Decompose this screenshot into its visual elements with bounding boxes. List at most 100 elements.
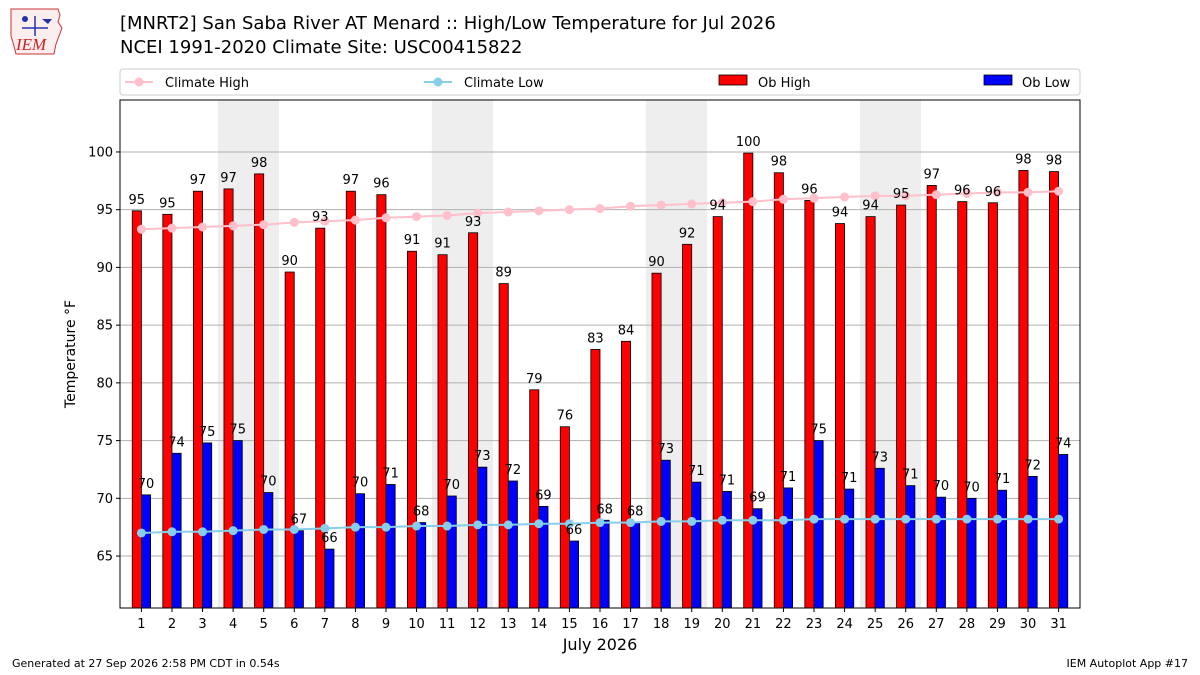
legend-ob-high-label: Ob High [758, 76, 811, 91]
ob-low-bar [997, 489, 1008, 609]
ob-low-bar [477, 466, 488, 609]
ob-high-bar [804, 200, 815, 609]
ob-high-label: 96 [373, 177, 390, 192]
ob-high-label: 89 [495, 266, 512, 281]
climate-low-point [412, 521, 422, 531]
ob-low-label: 66 [321, 531, 338, 546]
climate-high-point [901, 191, 911, 201]
climate-high-point [442, 210, 452, 220]
climate-high-point [778, 194, 788, 204]
ob-high-bar [437, 254, 448, 609]
ob-high-label: 97 [923, 167, 940, 182]
ob-high-label: 90 [281, 254, 298, 269]
ob-low-bar [691, 481, 702, 609]
ob-low-label: 69 [749, 491, 766, 506]
ob-high-label: 91 [434, 237, 451, 252]
ob-high-bar [896, 204, 907, 609]
ob-high-label: 97 [343, 173, 360, 188]
legend-ob-low-swatch [983, 74, 1013, 86]
ob-high-label: 97 [220, 171, 237, 186]
climate-high-point [595, 204, 605, 214]
x-tick-label: 9 [382, 617, 390, 632]
climate-low-point [931, 514, 941, 524]
ob-low-bar [935, 496, 946, 609]
x-tick-label: 31 [1050, 617, 1067, 632]
x-tick-label: 19 [683, 617, 700, 632]
ob-low-bar [569, 540, 579, 609]
climate-high-point [198, 222, 208, 232]
ob-high-label: 97 [190, 173, 207, 188]
ob-low-label: 75 [810, 423, 827, 438]
climate-high-point [534, 206, 544, 216]
climate-high-point [656, 200, 666, 210]
ob-low-bar [844, 488, 855, 609]
x-tick-label: 28 [959, 617, 976, 632]
ob-low-bar [966, 497, 977, 609]
climate-high-point [289, 217, 299, 227]
climate-high-point [962, 189, 972, 199]
y-tick-label: 70 [96, 492, 113, 507]
climate-low-point [748, 515, 758, 525]
iem-logo: IEM [10, 8, 63, 55]
climate-low-point [503, 520, 513, 530]
legend-climate-low-label: Climate Low [464, 76, 544, 91]
ob-high-label: 91 [404, 233, 421, 248]
ob-high-label: 96 [801, 182, 818, 197]
x-tick-label: 20 [714, 617, 731, 632]
climate-low-point [534, 519, 544, 529]
climate-low-point [778, 515, 788, 525]
ob-high-label: 83 [587, 331, 604, 346]
climate-high-point [870, 191, 880, 201]
climate-low-point [595, 518, 605, 528]
x-tick-label: 4 [229, 617, 237, 632]
ob-low-label: 73 [871, 450, 888, 465]
ob-low-bar [599, 519, 610, 609]
ob-high-bar [162, 213, 173, 609]
ob-high-label: 95 [129, 193, 146, 208]
x-tick-label: 2 [168, 617, 176, 632]
legend-box [119, 68, 1081, 96]
ob-low-label: 71 [841, 471, 858, 486]
x-tick-label: 10 [408, 617, 425, 632]
ob-low-label: 75 [199, 425, 216, 440]
x-tick-label: 3 [198, 617, 206, 632]
climate-low-point [687, 516, 697, 526]
ob-high-label: 98 [1015, 152, 1032, 167]
ob-low-bar [416, 522, 427, 609]
climate-low-point [992, 514, 1002, 524]
ob-high-bar [254, 173, 265, 609]
climate-high-point [687, 199, 697, 209]
ob-low-bar [263, 492, 274, 609]
x-tick-label: 14 [531, 617, 548, 632]
ob-low-label: 70 [260, 475, 277, 490]
climate-high-point [564, 205, 574, 215]
ob-low-label: 71 [902, 468, 919, 483]
ob-low-bar [1027, 475, 1038, 609]
ob-low-bar [446, 495, 457, 609]
logo-text: IEM [15, 35, 47, 54]
ob-high-label: 90 [648, 255, 665, 270]
ob-low-bar [874, 467, 885, 609]
climate-low-point [228, 526, 238, 536]
ob-low-label: 75 [229, 423, 246, 438]
x-tick-label: 30 [1020, 617, 1037, 632]
climate-low-point [381, 522, 391, 532]
ob-high-label: 98 [771, 155, 788, 170]
climate-high-point [840, 192, 850, 202]
ob-high-label: 96 [985, 185, 1002, 200]
climate-low-point [167, 527, 177, 537]
climate-low-point [473, 520, 483, 530]
climate-high-point [809, 193, 819, 203]
ob-low-bar [813, 440, 824, 609]
ob-high-bar [345, 190, 356, 609]
ob-low-label: 70 [933, 479, 950, 494]
x-tick-label: 11 [439, 617, 456, 632]
ob-high-bar [712, 216, 723, 609]
x-tick-label: 29 [989, 617, 1006, 632]
y-axis-label: Temperature °F [63, 300, 79, 409]
climate-low-point [626, 518, 636, 528]
chart-title: [MNRT2] San Saba River AT Menard :: High… [120, 13, 776, 34]
y-tick-label: 100 [88, 145, 113, 160]
x-tick-label: 26 [897, 617, 914, 632]
x-tick-label: 21 [745, 617, 762, 632]
